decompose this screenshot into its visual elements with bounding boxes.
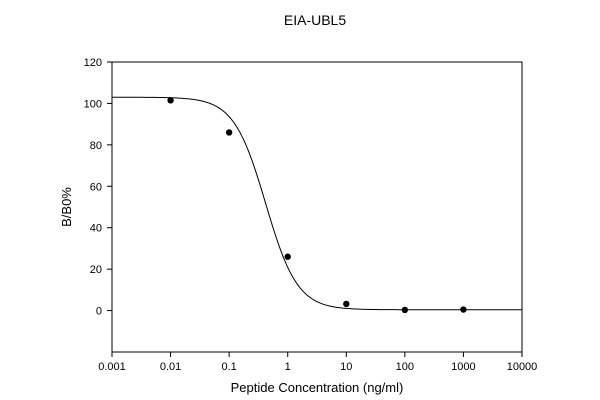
chart-title: EIA-UBL5 [284, 12, 346, 28]
x-tick-label: 100 [396, 361, 414, 373]
y-tick-label: 0 [96, 306, 102, 318]
x-tick-label: 0.001 [98, 361, 126, 373]
fit-curve [112, 96, 522, 311]
y-tick-label: 40 [90, 223, 102, 235]
data-point [401, 306, 409, 314]
y-tick-label: 100 [84, 98, 102, 110]
x-axis: 0.001 0.01 0.1 1 10 100 1000 10000 [98, 352, 537, 373]
data-point [225, 129, 233, 136]
y-tick-label: 120 [84, 57, 102, 69]
x-tick-label: 0.01 [160, 361, 181, 373]
x-tick-label: 1000 [451, 361, 475, 373]
y-tick-label: 60 [90, 181, 102, 193]
fit-curve-group [112, 96, 522, 311]
data-points [167, 97, 467, 314]
x-tick-label: 1 [285, 361, 291, 373]
plot-frame [111, 61, 523, 353]
data-point [460, 306, 467, 313]
y-axis: 0 20 40 60 80 100 120 [84, 57, 112, 318]
y-axis-title: B/B0% [59, 187, 74, 227]
data-point [167, 97, 174, 104]
x-tick-label: 10000 [507, 361, 538, 373]
y-tick-label: 80 [90, 140, 102, 152]
data-point [284, 253, 291, 260]
x-axis-title: Peptide Concentration (ng/ml) [231, 380, 404, 395]
x-tick-label: 10 [340, 361, 352, 373]
x-tick-label: 0.1 [221, 361, 236, 373]
y-tick-label: 20 [90, 264, 102, 276]
data-point [343, 300, 350, 308]
